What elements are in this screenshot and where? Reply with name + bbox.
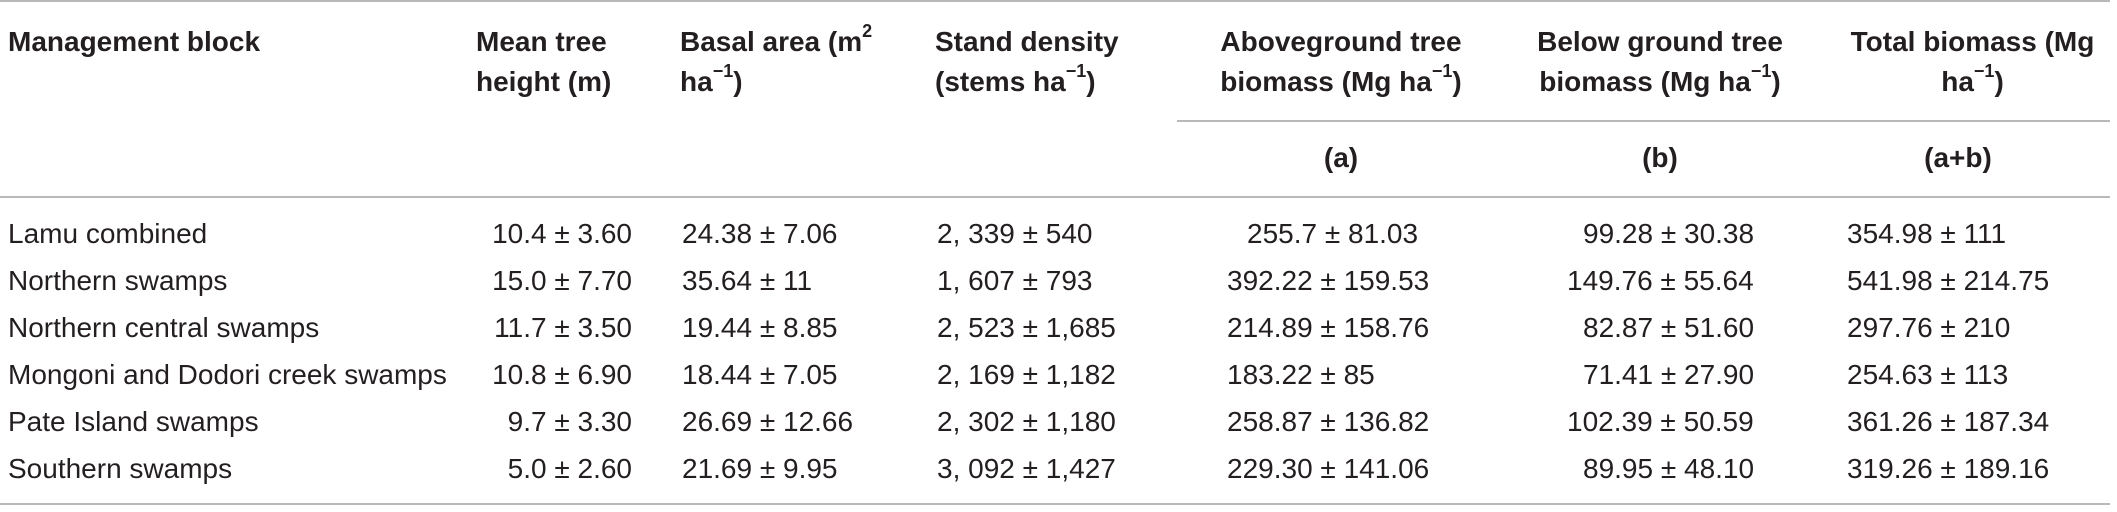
cell-below: 82.87 ± 51.60 bbox=[1583, 312, 1755, 343]
cell-basal: 18.44 ± 7.05 bbox=[682, 359, 838, 390]
cell-block: Pate Island swamps bbox=[8, 406, 259, 437]
cell-below: 99.28 ± 30.38 bbox=[1583, 218, 1755, 249]
cell-below: 102.39 ± 50.59 bbox=[1567, 406, 1754, 437]
cell-basal: 26.69 ± 12.66 bbox=[682, 406, 854, 437]
table-row: Southern swamps 5.0 ± 2.60 21.69 ± 9.95 … bbox=[0, 445, 2110, 504]
cell-density: 2, 169 ± 1,182 bbox=[937, 359, 1116, 390]
table-row: Mongoni and Dodori creek swamps 10.8 ± 6… bbox=[0, 351, 2110, 398]
header-stand-density-sup: −1 bbox=[1065, 60, 1087, 81]
header-belowground-biomass: Below ground tree biomass (Mg ha−1) bbox=[1505, 0, 1815, 121]
header-total-prefix: Total biomass (Mg ha bbox=[1850, 26, 2095, 97]
cell-total: 319.26 ± 189.16 bbox=[1847, 453, 2050, 484]
table-row: Northern swamps 15.0 ± 7.70 35.64 ± 11 1… bbox=[0, 257, 2110, 304]
cell-density: 1, 607 ± 793 bbox=[937, 265, 1093, 296]
header-aboveground-sup: −1 bbox=[1431, 60, 1453, 81]
cell-basal: 24.38 ± 7.06 bbox=[682, 218, 838, 249]
table-header: Management block Mean tree height (m) Ba… bbox=[0, 0, 2110, 197]
header-total-biomass: Total biomass (Mg ha−1) bbox=[1815, 0, 2110, 121]
cell-height: 15.0 ± 7.70 bbox=[492, 265, 632, 296]
header-sub-blank-4 bbox=[915, 121, 1177, 197]
header-basal-area-sup1: 2 bbox=[862, 20, 873, 41]
table-row: Lamu combined 10.4 ± 3.60 24.38 ± 7.06 2… bbox=[0, 197, 2110, 257]
header-basal-area-sup2: −1 bbox=[712, 60, 734, 81]
header-stand-density-prefix: Stand density (stems ha bbox=[935, 26, 1119, 97]
cell-density: 2, 302 ± 1,180 bbox=[937, 406, 1116, 437]
header-stand-density-suffix: ) bbox=[1086, 66, 1096, 97]
header-subrow: (a) (b) (a+b) bbox=[0, 120, 2110, 197]
header-basal-area: Basal area (m2 ha−1) bbox=[660, 0, 915, 121]
cell-basal: 19.44 ± 8.85 bbox=[682, 312, 838, 343]
header-sub-blank-3 bbox=[660, 121, 915, 197]
cell-above: 392.22 ± 159.53 bbox=[1227, 265, 1430, 296]
header-basal-area-prefix: Basal area (m bbox=[680, 26, 863, 57]
cell-below: 89.95 ± 48.10 bbox=[1583, 453, 1755, 484]
cell-total: 361.26 ± 187.34 bbox=[1847, 406, 2050, 437]
cell-above: 255.7 ± 81.03 bbox=[1247, 218, 1419, 249]
cell-above: 229.30 ± 141.06 bbox=[1227, 453, 1430, 484]
cell-total: 541.98 ± 214.75 bbox=[1847, 265, 2050, 296]
cell-basal: 21.69 ± 9.95 bbox=[682, 453, 838, 484]
table-row: Pate Island swamps 9.7 ± 3.30 26.69 ± 12… bbox=[0, 398, 2110, 445]
cell-block: Lamu combined bbox=[8, 218, 208, 249]
cell-block: Mongoni and Dodori creek swamps bbox=[8, 359, 447, 390]
cell-height: 5.0 ± 2.60 bbox=[507, 453, 632, 484]
header-sub-ab: (a+b) bbox=[1815, 120, 2110, 197]
cell-above: 214.89 ± 158.76 bbox=[1227, 312, 1430, 343]
cell-above: 183.22 ± 85 bbox=[1227, 359, 1375, 390]
cell-total: 254.63 ± 113 bbox=[1847, 359, 2009, 390]
cell-density: 2, 523 ± 1,685 bbox=[937, 312, 1116, 343]
header-basal-area-mid: ha bbox=[680, 66, 713, 97]
cell-basal: 35.64 ± 11 bbox=[682, 265, 813, 296]
header-sub-b: (b) bbox=[1505, 120, 1815, 197]
cell-below: 149.76 ± 55.64 bbox=[1567, 265, 1754, 296]
table-body: Lamu combined 10.4 ± 3.60 24.38 ± 7.06 2… bbox=[0, 197, 2110, 504]
cell-block: Southern swamps bbox=[8, 453, 233, 484]
cell-total: 297.76 ± 210 bbox=[1847, 312, 2011, 343]
header-belowground-prefix: Below ground tree biomass (Mg ha bbox=[1537, 26, 1783, 97]
cell-block: Northern central swamps bbox=[8, 312, 320, 343]
header-total-suffix: ) bbox=[1994, 66, 2004, 97]
cell-height: 10.4 ± 3.60 bbox=[492, 218, 632, 249]
cell-total: 354.98 ± 111 bbox=[1847, 218, 2007, 249]
header-aboveground-suffix: ) bbox=[1452, 66, 1462, 97]
table-row: Northern central swamps 11.7 ± 3.50 19.4… bbox=[0, 304, 2110, 351]
header-sub-blank-2 bbox=[470, 121, 660, 197]
cell-height: 10.8 ± 6.90 bbox=[492, 359, 632, 390]
header-row: Management block Mean tree height (m) Ba… bbox=[0, 0, 2110, 121]
header-sub-a: (a) bbox=[1177, 120, 1505, 197]
header-belowground-suffix: ) bbox=[1771, 66, 1781, 97]
header-aboveground-biomass: Aboveground tree biomass (Mg ha−1) bbox=[1177, 0, 1505, 121]
header-belowground-sup: −1 bbox=[1750, 60, 1772, 81]
header-sub-blank-1 bbox=[0, 121, 470, 197]
header-total-sup: −1 bbox=[1973, 60, 1995, 81]
header-management-block: Management block bbox=[0, 0, 470, 121]
cell-above: 258.87 ± 136.82 bbox=[1227, 406, 1430, 437]
header-mean-tree-height: Mean tree height (m) bbox=[470, 0, 660, 121]
cell-block: Northern swamps bbox=[8, 265, 228, 296]
cell-height: 11.7 ± 3.50 bbox=[494, 312, 632, 343]
cell-density: 2, 339 ± 540 bbox=[937, 218, 1093, 249]
cell-below: 71.41 ± 27.90 bbox=[1583, 359, 1755, 390]
header-basal-area-suffix: ) bbox=[733, 66, 743, 97]
header-stand-density: Stand density (stems ha−1) bbox=[915, 0, 1177, 121]
cell-density: 3, 092 ± 1,427 bbox=[937, 453, 1116, 484]
header-aboveground-prefix: Aboveground tree biomass (Mg ha bbox=[1220, 26, 1462, 97]
cell-height: 9.7 ± 3.30 bbox=[507, 406, 632, 437]
